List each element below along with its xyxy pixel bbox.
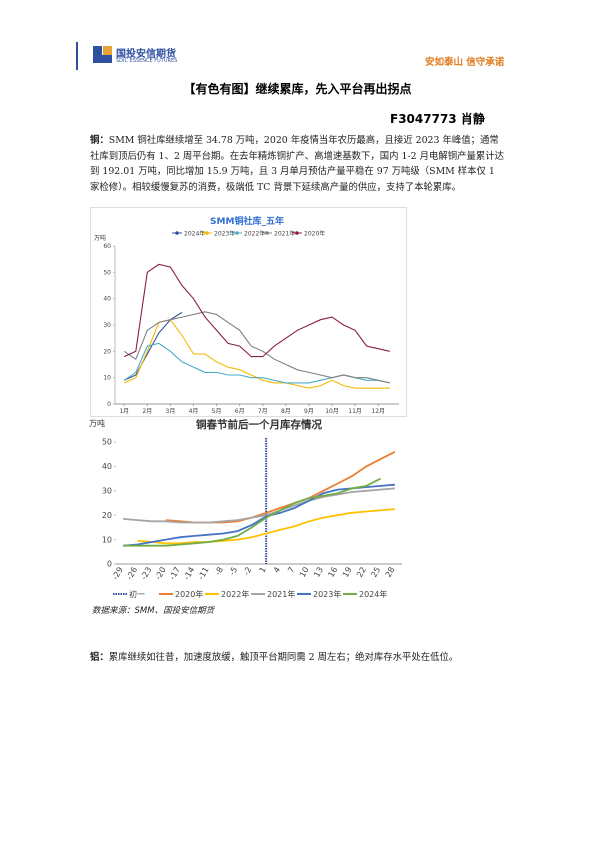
x-tick-label: 7 (286, 566, 296, 575)
y-tick-label: 40 (103, 296, 111, 303)
x-tick-label: -29 (111, 566, 125, 582)
logo-icon (93, 46, 112, 63)
y-tick-label: 20 (103, 348, 111, 355)
series-line (123, 311, 390, 384)
x-tick-label: 7月 (258, 408, 268, 415)
x-tick-label: 25 (369, 566, 382, 579)
legend-swatch (235, 231, 239, 235)
x-tick-label: 10月 (325, 408, 339, 415)
legend-label: 2024年 (184, 230, 205, 238)
x-tick-label: 1月 (119, 408, 129, 415)
x-tick-label: 19 (341, 566, 354, 579)
y-tick-label: 0 (107, 401, 111, 408)
x-tick-label: 10 (298, 566, 311, 579)
x-tick-label: -11 (196, 566, 210, 582)
paragraph-text: 累库继续如往昔，加速度放缓，触顶平台期同需 2 周左右；绝对库存水平处在低位。 (108, 652, 459, 663)
legend-label: 2023年 (214, 230, 235, 238)
x-tick-label: 5月 (212, 408, 222, 415)
legend-label: 2022年 (221, 589, 249, 599)
x-tick-label: 9月 (304, 408, 314, 415)
legend-swatch (205, 231, 209, 235)
legend-label: 2020年 (175, 589, 203, 599)
legend-swatch (265, 231, 269, 235)
x-tick-label: 22 (355, 566, 368, 579)
x-tick-label: -2 (242, 566, 254, 577)
x-tick-label: -17 (168, 566, 182, 582)
header-bar (76, 42, 78, 70)
slogan: 安如泰山 信守承诺 (425, 57, 505, 68)
y-tick-label: 50 (102, 438, 112, 447)
paragraph-lead: 铝： (90, 652, 109, 663)
legend-swatch (295, 231, 299, 235)
x-tick-label: 13 (312, 566, 325, 579)
x-tick-label: 3月 (166, 408, 176, 415)
x-tick-label: -26 (125, 566, 139, 582)
x-tick-label: 4月 (189, 408, 199, 415)
series-line (123, 487, 395, 524)
source: 数据来源：SMM、国投安信期货 (92, 606, 215, 616)
y-tick-label: 30 (103, 322, 111, 329)
chart-title: SMM铜社库_五年 (210, 215, 284, 227)
doc-title: 【有色有图】继续累库，先入平台再出拐点 (183, 82, 412, 96)
y-tick-label: 20 (102, 511, 112, 520)
y-tick-label: 30 (102, 486, 112, 495)
x-tick-label: -20 (153, 566, 167, 582)
x-tick-label: 8月 (281, 408, 291, 415)
chart-title: 铜春节前后一个月库存情况 (196, 418, 322, 431)
author: F3047773 肖静 (390, 112, 485, 126)
legend-label: 2021年 (274, 230, 295, 238)
x-tick-label: 28 (384, 566, 397, 579)
series-line (123, 477, 382, 547)
x-tick-label: -23 (139, 566, 153, 582)
x-tick-label: 11月 (348, 408, 362, 415)
paragraph-text: SMM 铜社库继续增至 34.78 万吨，2020 年疫情当年农历最高，且接近 … (90, 135, 504, 193)
logo-text: 国投安信期货 (116, 49, 176, 60)
x-tick-label: -14 (182, 566, 196, 582)
y-tick-label: 0 (107, 560, 112, 569)
y-tick-label: 60 (103, 243, 111, 250)
x-tick-label: -5 (227, 566, 239, 577)
y-tick-label: 10 (102, 535, 112, 544)
paragraph-lead: 铜： (90, 135, 109, 146)
legend-label: 2020年 (304, 230, 325, 238)
x-tick-label: 12月 (371, 408, 385, 415)
legend-label: 初一 (129, 589, 145, 599)
x-tick-label: 2月 (142, 408, 152, 415)
series-line (137, 508, 395, 545)
paragraph: 铝：累库继续如往昔，加速度放缓，触顶平台期同需 2 周左右；绝对库存水平处在低位… (90, 650, 506, 666)
legend-swatch (175, 231, 179, 235)
y-tick-label: 50 (103, 269, 111, 276)
legend-label: 2022年 (244, 230, 265, 238)
y-tick-label: 40 (102, 462, 112, 471)
y-unit: 万吨 (94, 234, 106, 242)
y-unit: 万吨 (89, 418, 105, 428)
x-tick-label: 16 (326, 566, 339, 579)
y-tick-label: 10 (103, 375, 111, 382)
paragraph: 铜：SMM 铜社库继续增至 34.78 万吨，2020 年疫情当年农历最高，且接… (90, 133, 506, 195)
x-tick-label: 1 (258, 566, 268, 575)
x-tick-label: 6月 (235, 408, 245, 415)
legend-label: 2023年 (313, 589, 341, 599)
x-tick-label: -8 (213, 566, 225, 577)
series-line (123, 311, 183, 381)
chart: 铜春节前后一个月库存情况 万吨 0 10 20 30 40 50 -29 -26 -23 -20 -17… (89, 418, 402, 599)
series-line (123, 263, 390, 358)
legend-label: 2021年 (267, 589, 295, 599)
logo-en: SDIC ESSENCE FUTURES (116, 58, 178, 64)
legend-label: 2024年 (359, 589, 387, 599)
x-tick-label: 4 (272, 566, 282, 575)
